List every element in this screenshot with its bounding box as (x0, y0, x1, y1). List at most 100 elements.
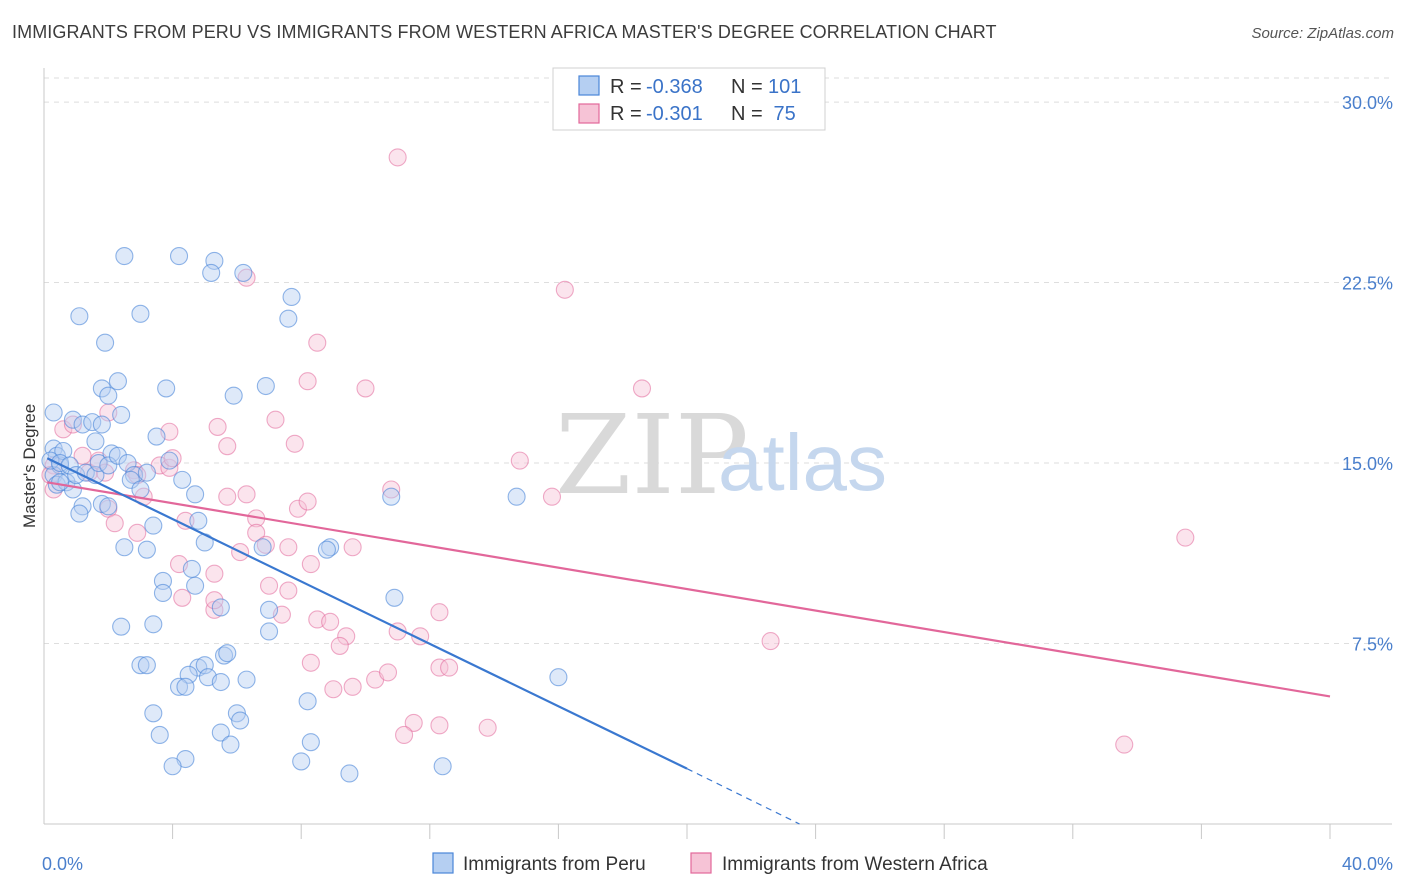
legend-n-label-western-africa: N = (731, 103, 763, 125)
point-peru-80 (179, 665, 198, 684)
point-western-africa-31 (218, 487, 237, 506)
point-western-africa-30 (237, 485, 256, 504)
point-western-africa-64 (343, 538, 362, 557)
point-peru-66 (211, 598, 230, 617)
bottom-legend-swatch-peru (432, 852, 454, 874)
point-peru-73 (385, 588, 404, 607)
y-tick-label-0: 7.5% (1352, 635, 1393, 655)
point-peru-17 (63, 410, 82, 429)
trend-line-peru-extension (686, 768, 800, 825)
point-western-africa-27 (173, 588, 192, 607)
point-western-africa-10 (105, 514, 124, 533)
point-western-africa-57 (430, 658, 449, 677)
point-peru-70 (259, 622, 279, 641)
point-western-africa-45 (321, 612, 340, 631)
legend-r-value-peru: -0.368 (646, 76, 703, 98)
chart-title: IMMIGRANTS FROM PERU VS IMMIGRANTS FROM … (12, 22, 997, 42)
point-peru-36 (173, 470, 192, 489)
y-axis-label: Master's Degree (20, 404, 39, 528)
point-peru-24 (99, 456, 118, 475)
point-western-africa-39 (288, 499, 308, 518)
bottom-legend-label-western-africa: Immigrants from Western Africa (722, 854, 988, 875)
point-peru-68 (144, 615, 163, 634)
point-peru-37 (186, 485, 205, 504)
point-western-africa-74 (1115, 735, 1134, 754)
point-peru-47 (169, 247, 189, 266)
point-peru-67 (259, 600, 279, 619)
legend-n-label-peru: N = (731, 76, 763, 98)
bottom-legend-label-peru: Immigrants from Peru (463, 854, 646, 875)
point-peru-61 (317, 540, 336, 559)
point-western-africa-15 (160, 458, 179, 477)
point-peru-53 (224, 386, 243, 405)
x-tick-label-1: 40.0% (1342, 854, 1393, 874)
point-peru-62 (182, 559, 201, 578)
point-western-africa-18 (208, 417, 227, 436)
point-peru-30 (131, 480, 150, 499)
point-peru-78 (131, 656, 150, 675)
point-peru-86 (298, 692, 317, 711)
x-tick-label-0: 0.0% (42, 854, 83, 874)
tick-labels: 7.5% 15.0% 22.5% 30.0% 0.0% 40.0% (42, 93, 1393, 874)
point-peru-89 (231, 711, 250, 730)
point-western-africa-71 (478, 718, 497, 737)
point-western-africa-73 (1176, 528, 1195, 547)
point-peru-40 (108, 372, 127, 391)
point-peru-49 (202, 263, 221, 282)
point-peru-29 (137, 463, 156, 482)
point-peru-60 (321, 538, 340, 557)
point-peru-39 (92, 379, 111, 398)
point-western-africa-22 (163, 449, 182, 468)
point-western-africa-61 (298, 372, 317, 391)
point-western-africa-66 (388, 148, 407, 167)
point-western-africa-21 (285, 434, 304, 453)
point-peru-15 (70, 504, 89, 523)
source-label: Source: ZipAtlas.com (1251, 25, 1394, 42)
point-western-africa-36 (259, 576, 279, 595)
point-western-africa-68 (632, 379, 652, 398)
point-peru-63 (186, 576, 205, 595)
watermark-zip: ZIP (555, 391, 749, 519)
y-tick-label-2: 22.5% (1342, 274, 1393, 294)
point-western-africa-43 (301, 653, 320, 672)
point-peru-35 (160, 451, 179, 470)
point-peru-58 (137, 540, 156, 559)
series-peru-points (41, 247, 568, 783)
point-western-africa-20 (266, 410, 285, 429)
point-western-africa-63 (356, 379, 375, 398)
point-peru-84 (237, 670, 256, 689)
bottom-legend-swatch-western-africa (690, 852, 712, 874)
point-peru-46 (115, 247, 134, 266)
point-peru-44 (131, 304, 150, 323)
point-peru-50 (234, 263, 253, 282)
point-peru-59 (253, 538, 272, 557)
point-peru-56 (189, 511, 208, 530)
point-peru-16 (44, 403, 63, 422)
point-peru-75 (195, 656, 214, 675)
point-peru-83 (211, 672, 230, 692)
point-peru-76 (214, 646, 234, 665)
point-western-africa-49 (343, 677, 362, 696)
point-western-africa-26 (205, 564, 224, 583)
point-peru-43 (70, 307, 89, 326)
point-peru-21 (86, 432, 105, 451)
legend-swatch-peru (578, 75, 600, 96)
point-western-africa-46 (337, 627, 356, 646)
y-tick-label-3: 30.0% (1342, 93, 1393, 113)
point-peru-97 (340, 764, 359, 783)
legend-n-value-western-africa: 75 (768, 103, 796, 125)
point-peru-45 (96, 333, 115, 352)
point-peru-96 (292, 752, 311, 771)
point-peru-100 (51, 473, 70, 492)
point-peru-55 (144, 516, 163, 535)
point-western-africa-62 (308, 333, 327, 352)
point-peru-41 (99, 386, 118, 405)
axes (43, 68, 1392, 839)
point-peru-99 (549, 668, 568, 687)
legend-r-value-western-africa: -0.301 (646, 103, 703, 125)
point-western-africa-70 (542, 487, 562, 506)
point-western-africa-42 (279, 538, 298, 557)
point-peru-48 (205, 251, 224, 270)
point-western-africa-51 (378, 663, 398, 682)
